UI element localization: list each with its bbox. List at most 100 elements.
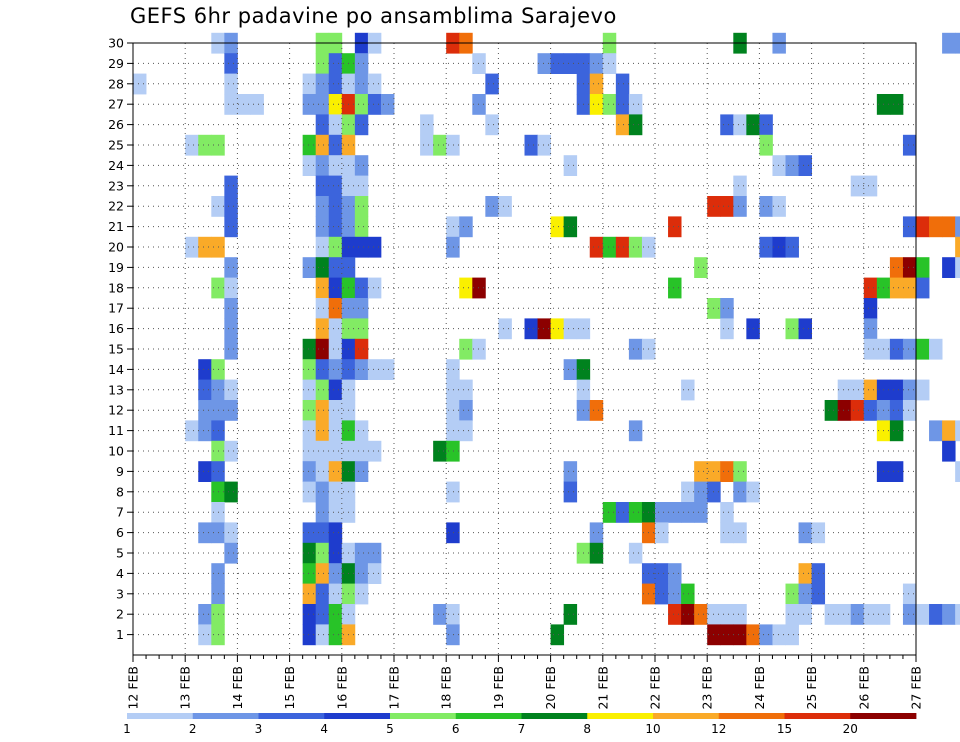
precip-cell bbox=[472, 338, 486, 360]
precip-cell bbox=[916, 277, 930, 299]
precip-cell bbox=[198, 461, 212, 482]
precip-cell bbox=[302, 420, 317, 442]
precip-cell bbox=[302, 461, 317, 482]
precip-cell bbox=[694, 461, 708, 482]
precip-cell bbox=[498, 196, 512, 217]
precip-cell bbox=[433, 134, 447, 156]
precip-cell bbox=[916, 379, 930, 401]
precip-cell bbox=[550, 318, 565, 340]
precip-cell bbox=[589, 53, 604, 74]
precip-cell bbox=[863, 277, 878, 299]
precip-cell bbox=[628, 114, 643, 136]
precip-cell bbox=[354, 94, 369, 115]
precip-cell bbox=[224, 53, 238, 74]
precip-cell bbox=[328, 583, 343, 605]
precip-cell bbox=[733, 522, 747, 544]
precip-cell bbox=[459, 400, 473, 421]
precip-cell bbox=[315, 318, 330, 340]
precip-cell bbox=[863, 604, 878, 625]
precip-cell bbox=[655, 522, 669, 544]
y-tick-label: 22 bbox=[108, 199, 124, 214]
precip-cell bbox=[785, 604, 799, 625]
precip-cell bbox=[694, 502, 708, 523]
precip-cell bbox=[563, 53, 578, 74]
precip-cell bbox=[602, 94, 617, 115]
precip-cell bbox=[955, 604, 960, 625]
x-tick-label: 14 FEB bbox=[230, 666, 245, 710]
precip-cell bbox=[837, 604, 852, 625]
precip-cell bbox=[589, 542, 604, 564]
precip-cell bbox=[655, 583, 669, 605]
precip-cell bbox=[889, 461, 904, 482]
precip-cell bbox=[863, 400, 878, 421]
precip-cell bbox=[955, 32, 960, 54]
precip-cell bbox=[798, 155, 812, 176]
precip-cell bbox=[772, 624, 786, 646]
x-tick-label: 25 FEB bbox=[804, 666, 819, 710]
precip-cell bbox=[472, 94, 486, 115]
precip-cell bbox=[681, 604, 695, 625]
precip-cell bbox=[198, 134, 212, 156]
precip-cell bbox=[589, 400, 604, 421]
precip-cell bbox=[198, 624, 212, 646]
precip-cell bbox=[198, 522, 212, 544]
precip-cell bbox=[198, 604, 212, 625]
colorbar-swatch bbox=[324, 713, 391, 719]
precip-cell bbox=[955, 236, 960, 258]
precip-cell bbox=[902, 134, 917, 156]
precip-cell bbox=[315, 236, 330, 258]
precip-cell bbox=[315, 440, 330, 462]
colorbar-label: 8 bbox=[583, 722, 591, 736]
precip-cell bbox=[420, 114, 434, 136]
precip-cell bbox=[955, 461, 960, 482]
x-tick-label: 19 FEB bbox=[491, 666, 506, 710]
precip-cell bbox=[315, 114, 330, 136]
colorbar-label: 10 bbox=[645, 722, 660, 736]
precip-cell bbox=[798, 604, 812, 625]
precip-cell bbox=[759, 624, 773, 646]
precip-cell bbox=[615, 236, 630, 258]
chart-title: GEFS 6hr padavine po ansamblima Sarajevo bbox=[130, 4, 617, 28]
precip-cell bbox=[328, 522, 343, 544]
precip-cell bbox=[224, 94, 238, 115]
precip-cell bbox=[863, 175, 878, 197]
precip-cell bbox=[302, 624, 317, 646]
precip-cell bbox=[916, 338, 930, 360]
precip-cell bbox=[354, 583, 369, 605]
precip-cell bbox=[798, 563, 812, 584]
colorbar-swatch bbox=[127, 713, 194, 719]
precip-cell bbox=[589, 73, 604, 95]
precip-cell bbox=[315, 175, 330, 197]
precip-cell bbox=[563, 318, 578, 340]
precip-cell bbox=[798, 583, 812, 605]
precip-cell bbox=[824, 400, 839, 421]
precip-cell bbox=[785, 318, 799, 340]
precip-cell bbox=[315, 94, 330, 115]
y-tick-label: 5 bbox=[116, 546, 124, 561]
precip-cell bbox=[354, 277, 369, 299]
precip-cell bbox=[942, 440, 956, 462]
precip-cell bbox=[628, 542, 643, 564]
precip-cell bbox=[328, 236, 343, 258]
precip-cell bbox=[759, 196, 773, 217]
colorbar-label: 6 bbox=[452, 722, 460, 736]
precip-cell bbox=[446, 236, 460, 258]
precip-cell bbox=[446, 359, 460, 380]
y-tick-label: 7 bbox=[116, 505, 124, 520]
precip-cell bbox=[902, 257, 917, 278]
precip-cell bbox=[446, 216, 460, 238]
precip-cell bbox=[354, 53, 369, 74]
colorbar-label: 4 bbox=[320, 722, 328, 736]
precip-cell bbox=[929, 216, 943, 238]
precip-cell bbox=[315, 563, 330, 584]
y-tick-label: 1 bbox=[116, 627, 124, 642]
precip-cell bbox=[302, 155, 317, 176]
precip-cell bbox=[224, 298, 238, 319]
precip-cell bbox=[302, 338, 317, 360]
precip-cell bbox=[459, 338, 473, 360]
precip-cell bbox=[563, 359, 578, 380]
precip-cell bbox=[328, 481, 343, 503]
precip-cell bbox=[850, 604, 865, 625]
colorbar: 1 2 3 4 5 6 7 8 10 12 15 20 bbox=[123, 713, 917, 736]
